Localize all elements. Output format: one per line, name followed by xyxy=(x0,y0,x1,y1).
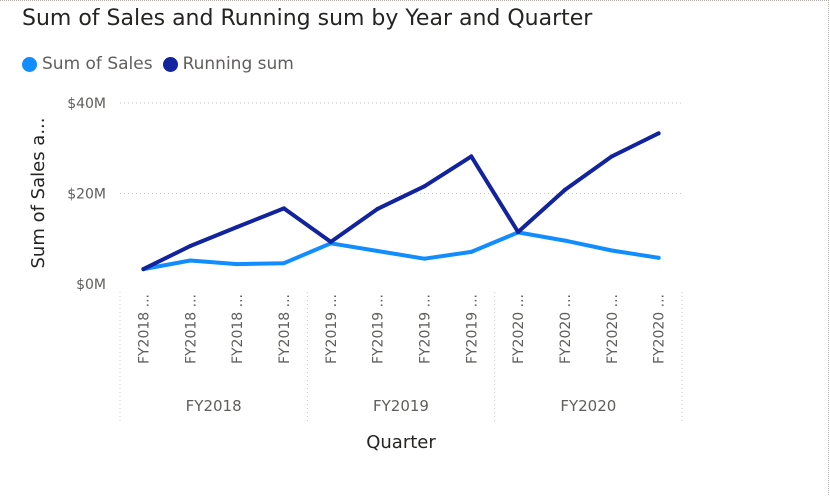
legend-marker-sum-of-sales xyxy=(22,56,37,72)
x-tick-label: FY2019 ... xyxy=(324,294,340,364)
series-line-sum-of-sales xyxy=(141,230,661,272)
data-point-sum-of-sales xyxy=(235,262,240,267)
x-tick-label: FY2020 ... xyxy=(558,294,574,364)
data-point-sum-of-sales xyxy=(656,255,661,260)
data-point-running-sum xyxy=(656,131,661,136)
x-tick-label: FY2019 ... xyxy=(417,294,433,364)
data-point-running-sum xyxy=(422,184,427,189)
data-point-sum-of-sales xyxy=(469,249,474,254)
data-point-running-sum xyxy=(469,154,474,159)
group-label: FY2018 xyxy=(186,397,242,415)
data-point-sum-of-sales xyxy=(609,248,614,253)
legend-label-sum-of-sales: Sum of Sales xyxy=(42,54,153,74)
data-point-sum-of-sales xyxy=(562,238,567,243)
data-point-sum-of-sales xyxy=(375,248,380,253)
data-point-running-sum xyxy=(516,229,521,234)
x-tick-label: FY2018 ... xyxy=(277,294,293,364)
data-point-running-sum xyxy=(328,239,333,244)
x-tick-label: FY2018 ... xyxy=(183,294,199,364)
data-point-sum-of-sales xyxy=(281,261,286,266)
group-label: FY2019 xyxy=(373,397,429,415)
y-tick-label: $40M xyxy=(67,96,106,112)
legend-label-running-sum: Running sum xyxy=(182,54,294,74)
y-tick-label: $20M xyxy=(67,187,106,203)
data-point-running-sum xyxy=(609,154,614,159)
x-tick-label: FY2019 ... xyxy=(464,294,480,364)
legend-item-sum-of-sales[interactable]: Sum of Sales xyxy=(22,54,153,74)
data-point-sum-of-sales xyxy=(422,256,427,261)
x-tick-label: FY2018 ... xyxy=(136,294,152,364)
legend: Sum of Sales Running sum xyxy=(22,54,304,74)
x-tick-label: FY2020 ... xyxy=(652,294,668,364)
series-line-running-sum xyxy=(141,131,661,272)
data-point-running-sum xyxy=(375,206,380,211)
group-label: FY2020 xyxy=(560,397,616,415)
legend-item-running-sum[interactable]: Running sum xyxy=(162,54,294,74)
x-tick-label: FY2020 ... xyxy=(511,294,527,364)
y-tick-label: $0M xyxy=(76,277,106,293)
data-point-running-sum xyxy=(188,243,193,248)
data-point-running-sum xyxy=(281,206,286,211)
x-tick-label: FY2018 ... xyxy=(230,294,246,364)
data-point-running-sum xyxy=(141,267,146,272)
data-point-sum-of-sales xyxy=(188,258,193,263)
legend-marker-running-sum xyxy=(162,56,178,72)
x-axis-title: Quarter xyxy=(366,432,436,453)
chart-title: Sum of Sales and Running sum by Year and… xyxy=(22,6,593,31)
data-point-running-sum xyxy=(562,187,567,192)
data-point-running-sum xyxy=(235,224,240,229)
x-tick-label: FY2019 ... xyxy=(371,294,387,364)
x-tick-label: FY2020 ... xyxy=(605,294,621,364)
y-axis-title: Sum of Sales a... xyxy=(28,118,49,269)
